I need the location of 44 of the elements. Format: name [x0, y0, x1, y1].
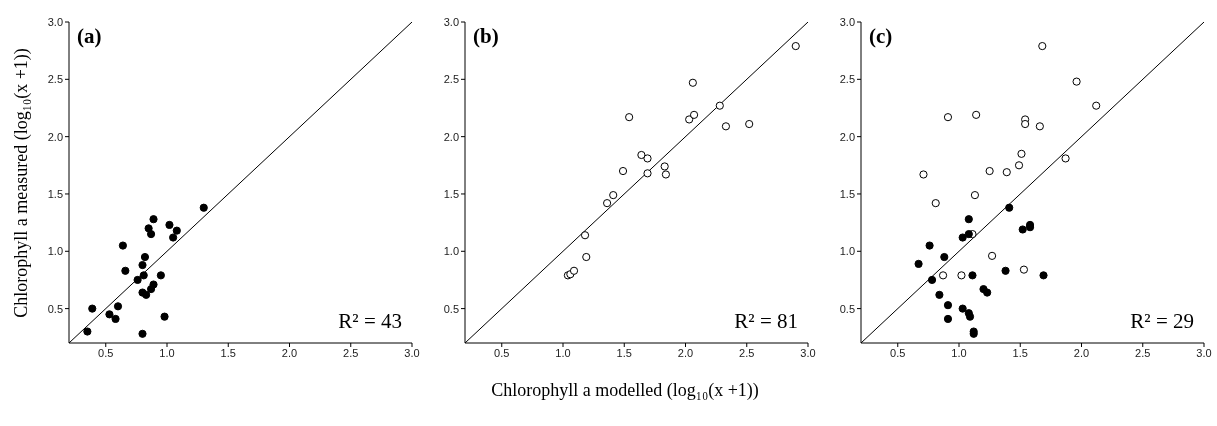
y-tick-label: 1.0 [443, 245, 459, 258]
y-tick-label: 1.0 [839, 245, 855, 258]
annotation: (a) [77, 24, 102, 49]
x-tick-label: 1.5 [616, 346, 632, 359]
y-tick-label: 0.5 [839, 302, 855, 315]
annotation: (b) [473, 24, 499, 49]
x-tick-label: 3.0 [1196, 346, 1212, 359]
x-tick-label: 1.5 [1012, 346, 1028, 359]
y-tick-label: 1.5 [839, 187, 855, 200]
y-tick-label: 1.5 [443, 187, 459, 200]
annotation: R² = 81 [734, 309, 798, 334]
y-tick-label: 2.0 [839, 130, 855, 143]
x-tick-label: 3.0 [404, 346, 420, 359]
x-tick-label: 0.5 [890, 346, 906, 359]
y-tick-label: 2.0 [47, 130, 63, 143]
x-axis-title: Chlorophyll a modelled (log₁₀(x +1)) [491, 380, 759, 401]
y-tick-label: 3.0 [839, 15, 855, 28]
annotation: R² = 29 [1130, 309, 1194, 334]
x-tick-label: 1.5 [220, 346, 236, 359]
annotation: (c) [869, 24, 893, 49]
x-tick-label: 2.5 [343, 346, 359, 359]
x-tick-label: 1.0 [159, 346, 175, 359]
x-tick-label: 2.5 [1135, 346, 1151, 359]
annotation: R² = 43 [338, 309, 402, 334]
y-tick-label: 1.0 [47, 245, 63, 258]
x-tick-label: 1.0 [951, 346, 967, 359]
y-tick-label: 3.0 [443, 15, 459, 28]
y-tick-label: 2.5 [47, 73, 63, 86]
x-tick-label: 2.0 [677, 346, 694, 359]
x-tick-label: 1.0 [555, 346, 571, 359]
x-tick-label: 2.0 [1073, 346, 1090, 359]
y-axis-title: Chlorophyll a measured (log₁₀(x +1)) [10, 47, 32, 318]
x-tick-label: 0.5 [494, 346, 510, 359]
y-tick-label: 0.5 [443, 302, 459, 315]
x-tick-label: 2.5 [739, 346, 755, 359]
y-tick-label: 3.0 [47, 15, 63, 28]
x-tick-label: 3.0 [800, 346, 816, 359]
x-tick-label: 0.5 [98, 346, 114, 359]
y-tick-label: 2.5 [839, 73, 855, 86]
y-tick-label: 2.5 [443, 73, 459, 86]
y-tick-label: 0.5 [47, 302, 63, 315]
y-tick-label: 2.0 [443, 130, 459, 143]
y-tick-label: 1.5 [47, 187, 63, 200]
x-tick-label: 2.0 [281, 346, 298, 359]
